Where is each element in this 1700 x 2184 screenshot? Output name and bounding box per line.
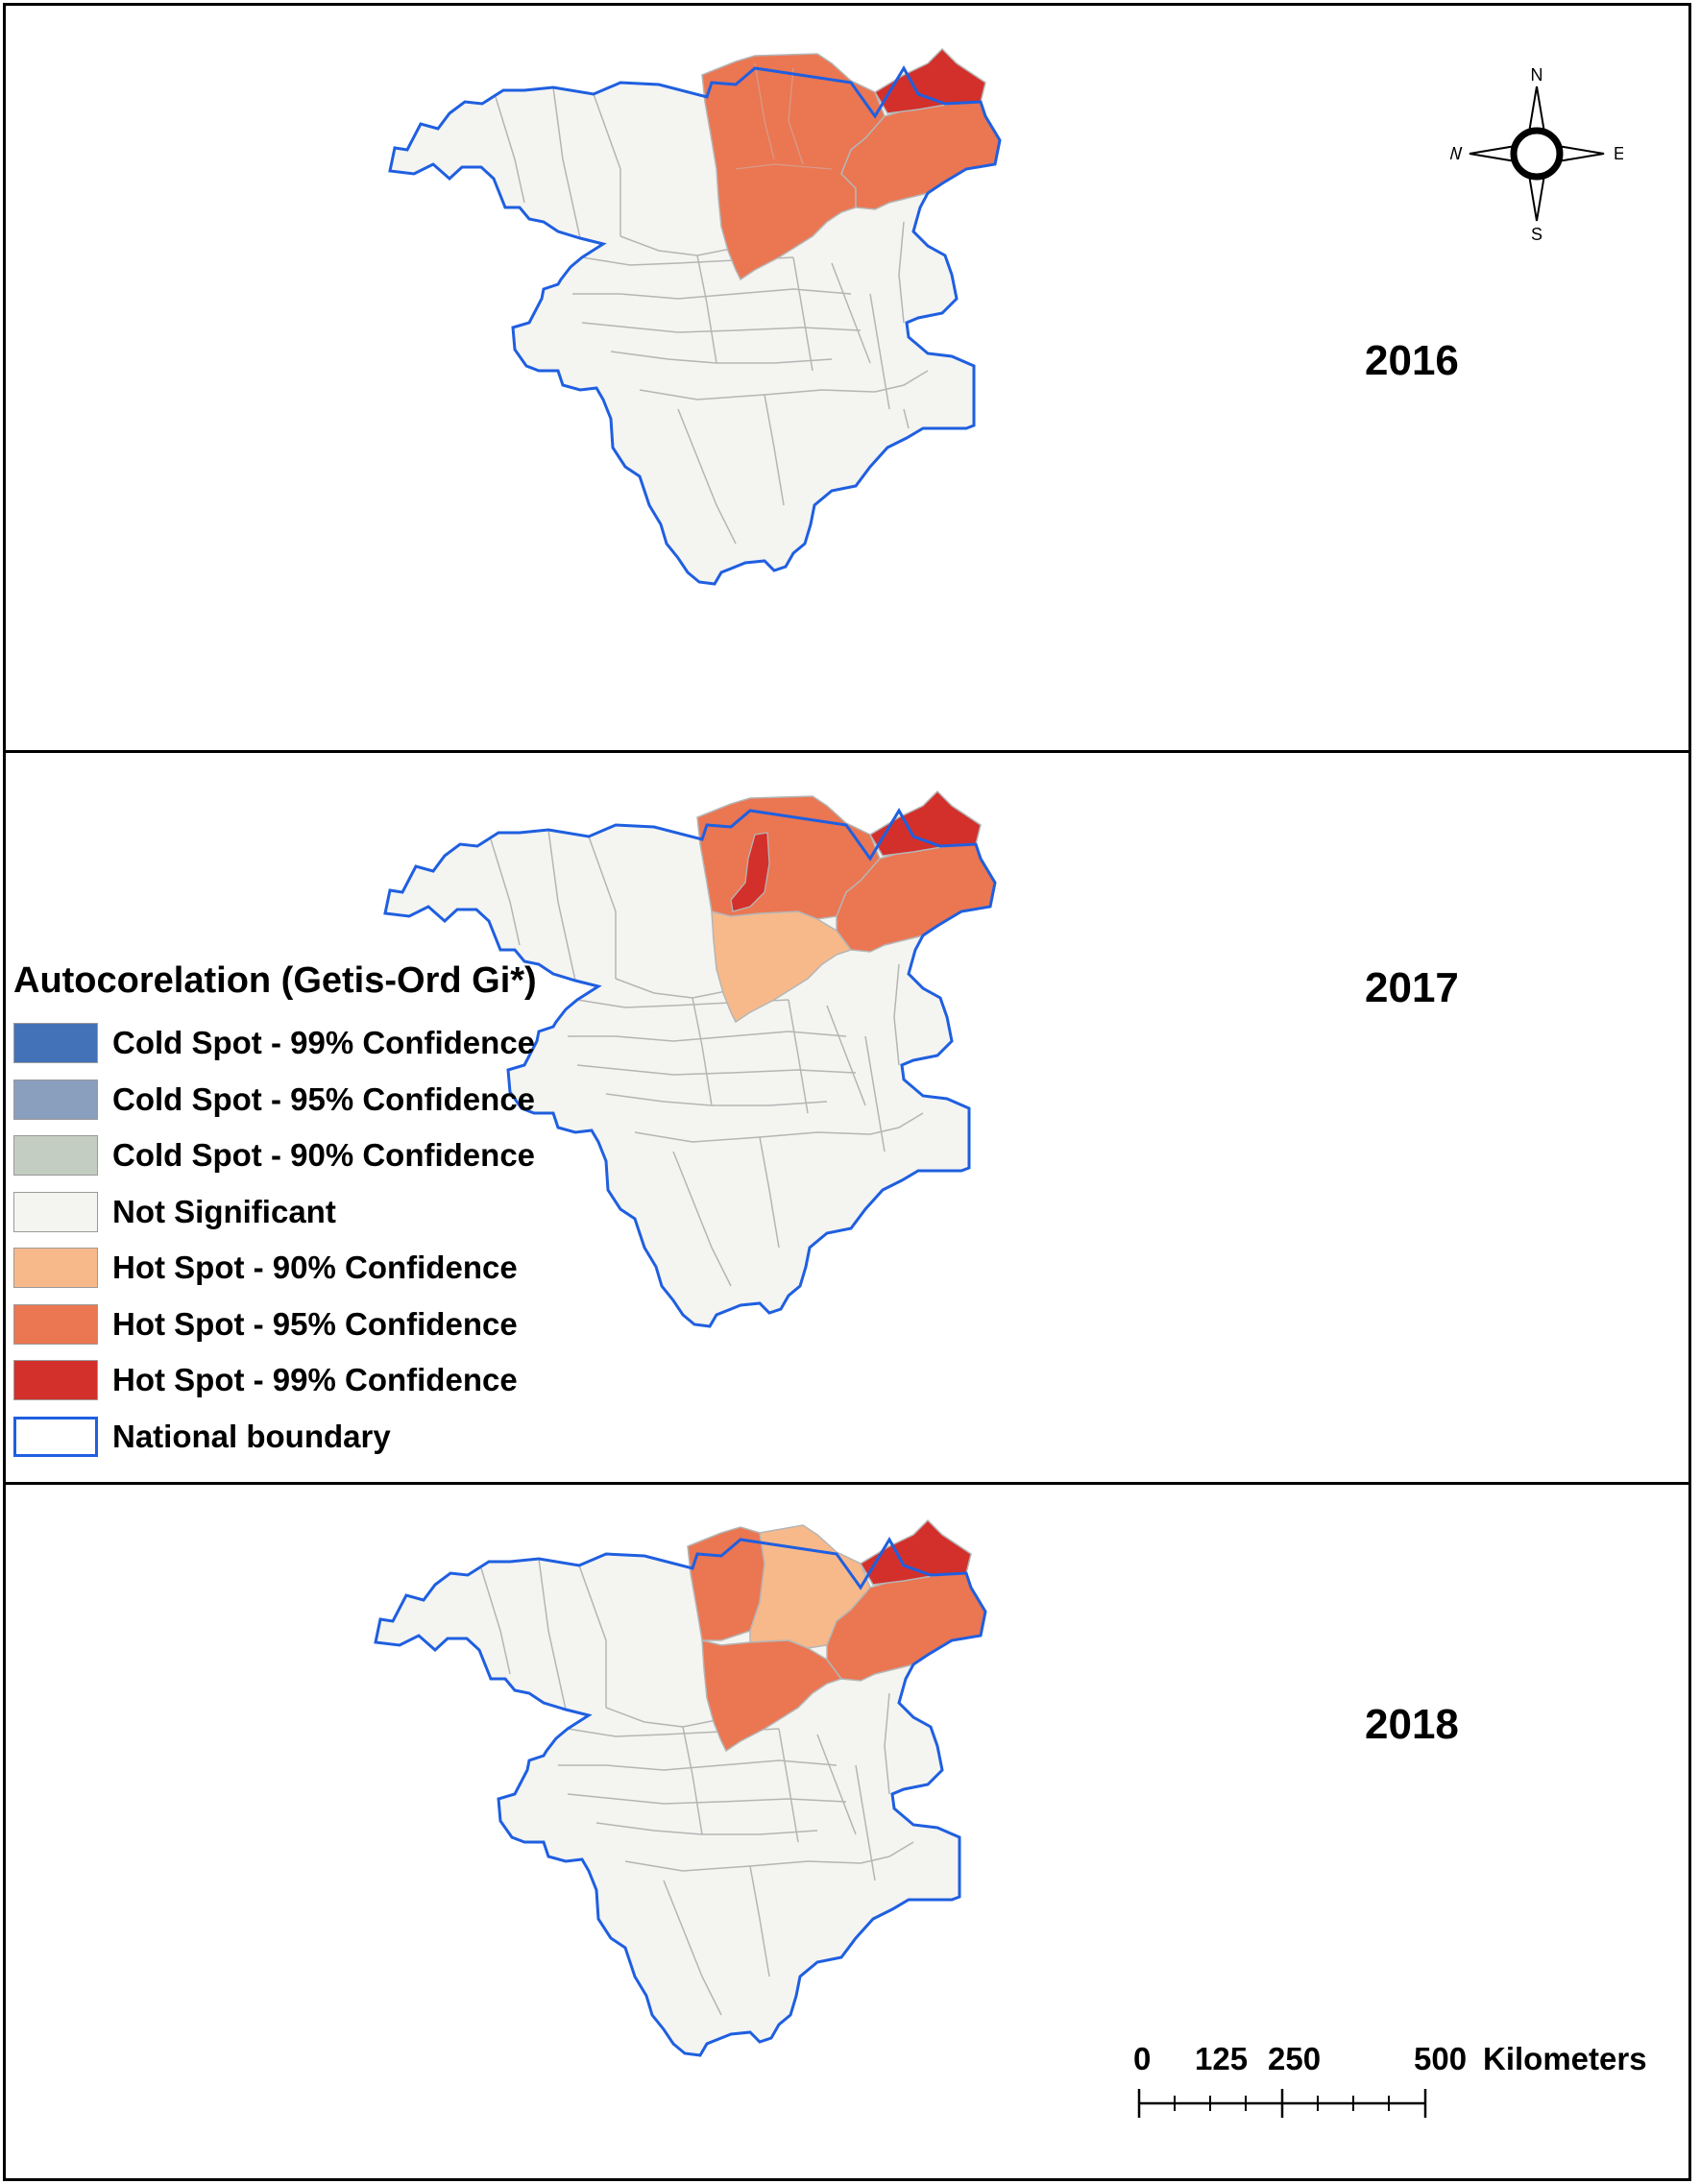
legend-label: Hot Spot - 95% Confidence [112, 1305, 518, 1342]
national-boundary [383, 808, 997, 1328]
year-label-2018: 2018 [1365, 1701, 1459, 1748]
compass-e: E [1614, 144, 1623, 163]
legend-swatch [13, 1079, 98, 1120]
map-panel-2017: 2017 [3, 750, 1691, 1485]
legend-swatch [13, 1248, 98, 1289]
legend-swatch [13, 1303, 98, 1345]
legend-item: Cold Spot - 99% Confidence [13, 1015, 647, 1072]
hotspot-95-west [701, 53, 886, 281]
map-panel-2016: 2016 [3, 3, 1691, 753]
legend-swatch [13, 1023, 98, 1064]
legend-label: Not Significant [112, 1193, 336, 1229]
hotspot-95-south [701, 1639, 843, 1753]
map-panel-2018: 2018 [3, 1482, 1691, 2181]
legend-item: Hot Spot - 90% Confidence [13, 1240, 647, 1297]
district-borders [495, 86, 929, 545]
year-label-2017: 2017 [1365, 964, 1459, 1011]
legend-item: Hot Spot - 99% Confidence [13, 1352, 647, 1409]
scale-label-125: 125 [1195, 2041, 1249, 2076]
legend-label: Hot Spot - 99% Confidence [112, 1362, 518, 1398]
map-2018 [374, 1518, 987, 2057]
map-2016 [388, 47, 1002, 586]
legend-item: Hot Spot - 95% Confidence [13, 1297, 647, 1353]
legend-label: Hot Spot - 90% Confidence [112, 1250, 518, 1286]
legend-label: Cold Spot - 90% Confidence [112, 1137, 536, 1174]
map-legend: Autocorelation (Getis-Ord Gi*) Cold Spot… [13, 960, 647, 1465]
legend-swatch [13, 1360, 98, 1401]
scale-bar: 0 125 250 500 Kilometers [1133, 2041, 1673, 2127]
compass-n: N [1531, 67, 1543, 85]
hotspot-99-northeast [873, 47, 986, 114]
national-boundary [388, 65, 1002, 586]
legend-label: National boundary [112, 1418, 391, 1454]
compass-w: W [1450, 144, 1463, 163]
legend-swatch [13, 1135, 98, 1177]
scale-label-250: 250 [1268, 2041, 1322, 2076]
legend-item: Cold Spot - 95% Confidence [13, 1072, 647, 1128]
legend-label: Cold Spot - 95% Confidence [112, 1080, 536, 1117]
hotspot-99-northeast [859, 1518, 972, 1586]
north-arrow-compass-icon: N S W E [1446, 65, 1626, 245]
year-label-2016: 2016 [1365, 337, 1459, 384]
legend-item: Not Significant [13, 1184, 647, 1241]
compass-s: S [1531, 225, 1542, 240]
legend-swatch-boundary [13, 1416, 98, 1457]
legend-item: National boundary [13, 1409, 647, 1466]
scale-label-0: 0 [1133, 2041, 1152, 2076]
legend-title: Autocorelation (Getis-Ord Gi*) [13, 960, 537, 1001]
district-borders [480, 1558, 914, 2016]
scale-ruler [1137, 2089, 1427, 2118]
legend-label: Cold Spot - 99% Confidence [112, 1025, 536, 1061]
legend-swatch [13, 1191, 98, 1232]
hotspot-99-northeast [868, 789, 982, 857]
legend-item: Cold Spot - 90% Confidence [13, 1128, 647, 1184]
scale-unit: Kilometers [1483, 2041, 1647, 2076]
hotspot-99-center [730, 832, 770, 912]
national-boundary [374, 1537, 987, 2057]
map-2017 [383, 789, 997, 1328]
scale-label-500: 500 [1414, 2041, 1468, 2076]
